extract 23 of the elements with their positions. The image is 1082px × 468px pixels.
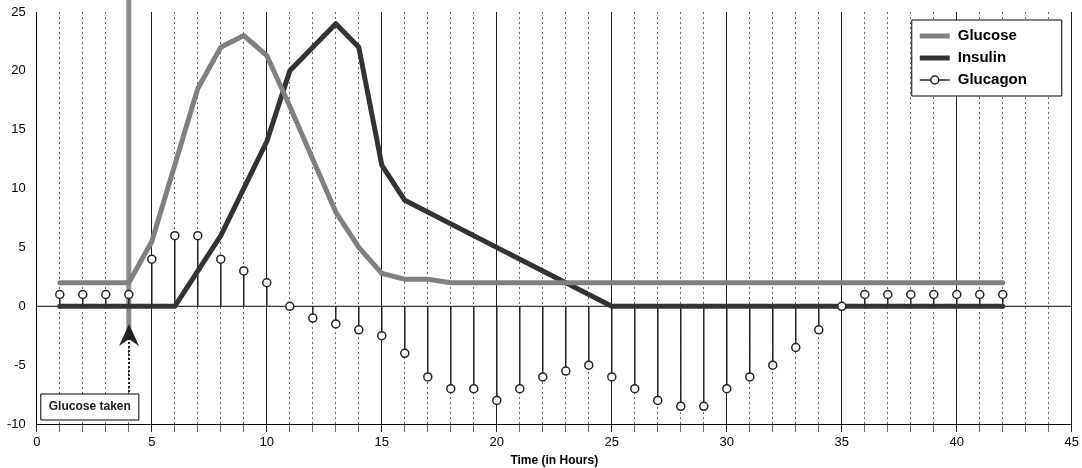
x-tick-label: 5 — [148, 434, 156, 450]
y-tick-label: -5 — [14, 356, 26, 372]
x-tick-label: 35 — [834, 434, 850, 450]
y-tick-label: 5 — [18, 239, 26, 255]
x-tick-label: 20 — [489, 434, 505, 450]
x-tick-label: 25 — [604, 434, 620, 450]
y-tick-label: 10 — [11, 180, 26, 196]
y-tick-label: 15 — [11, 121, 26, 137]
x-tick-label: 0 — [33, 434, 41, 450]
y-tick-label: 20 — [11, 62, 26, 78]
legend-label: Insulin — [957, 48, 1007, 66]
y-tick-label: 0 — [18, 297, 26, 313]
x-tick-label: 45 — [1064, 434, 1079, 450]
x-tick-label: 40 — [949, 434, 965, 450]
x-tick-label: 30 — [719, 434, 735, 450]
x-tick-label: 15 — [374, 434, 390, 450]
x-axis-title: Time (in Hours) — [510, 453, 599, 468]
y-tick-label: -10 — [6, 415, 26, 431]
legend-label: Glucose — [957, 26, 1017, 44]
legend-label: Glucagon — [957, 70, 1027, 88]
annotation: Glucose taken — [48, 399, 131, 414]
y-tick-label: 25 — [11, 3, 26, 19]
x-tick-label: 10 — [259, 434, 275, 450]
